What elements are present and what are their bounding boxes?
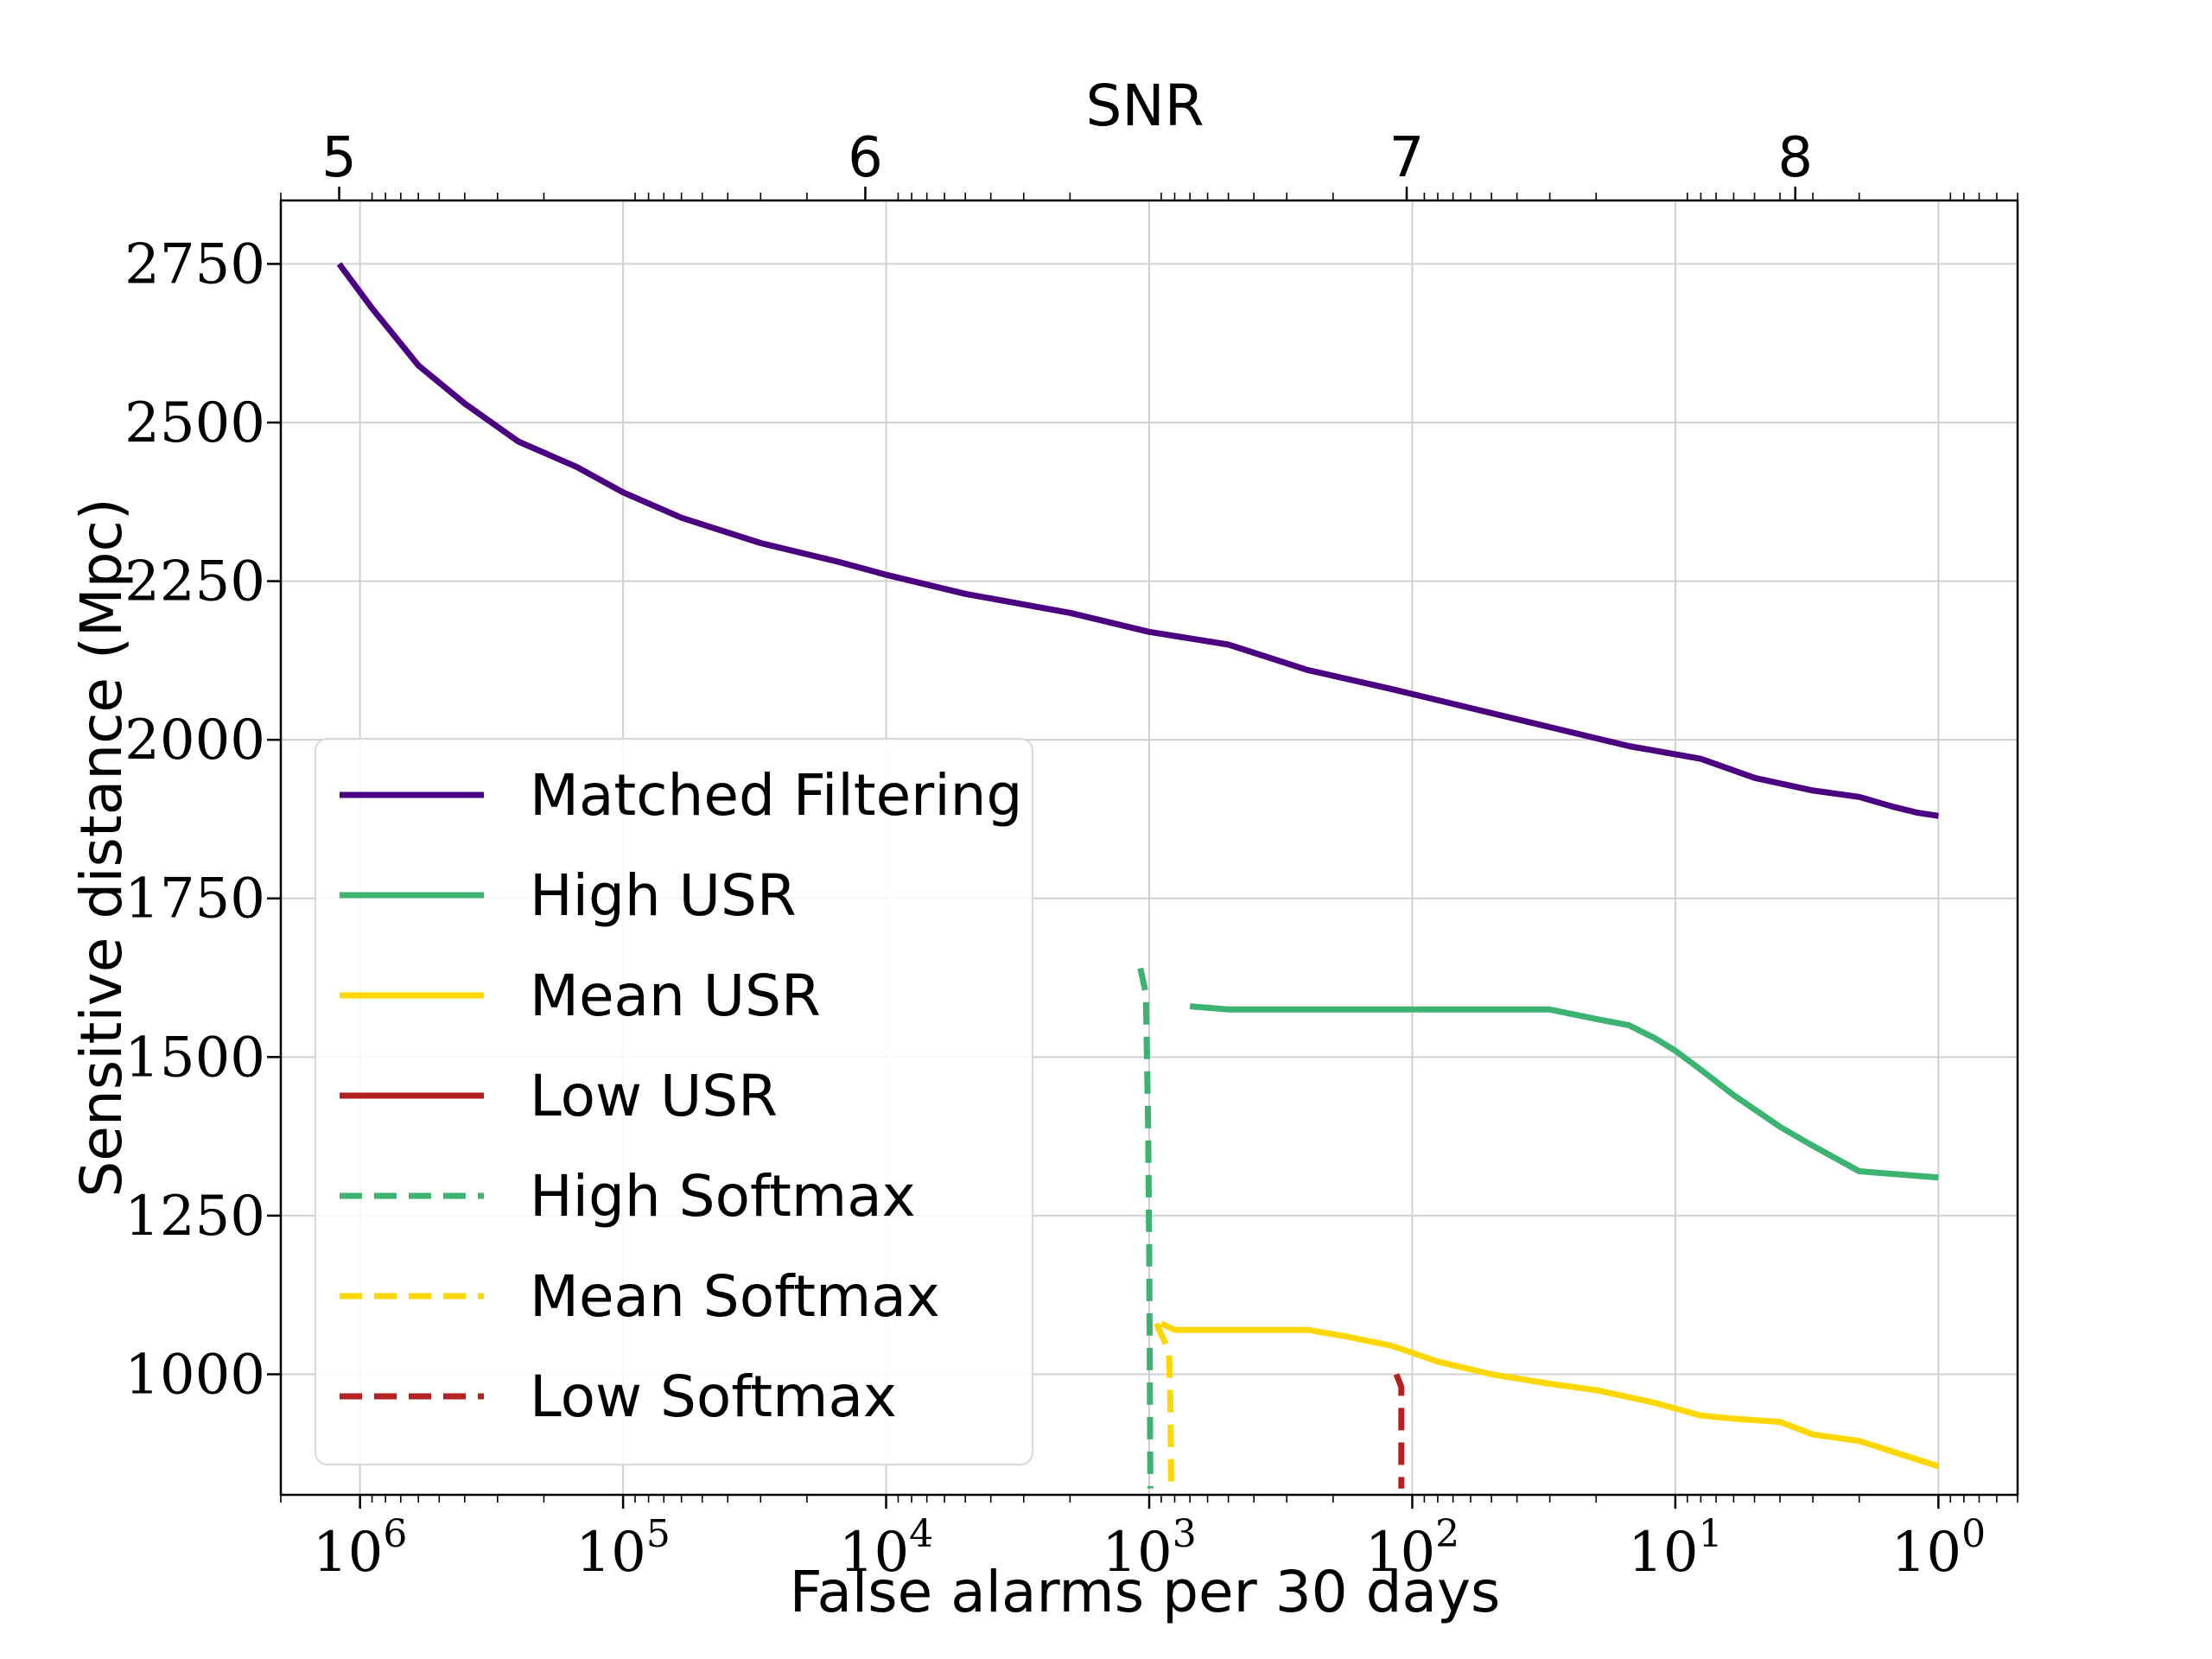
x-tick-label: 106 bbox=[313, 1512, 407, 1585]
plot-series bbox=[336, 262, 1940, 1489]
x-tick-label: 100 bbox=[1891, 1512, 1986, 1585]
legend-label: Mean Softmax bbox=[530, 1263, 940, 1330]
snr-tick-label: 7 bbox=[1389, 126, 1425, 190]
y-tick-label: 2750 bbox=[124, 232, 265, 296]
x-tick-label: 103 bbox=[1102, 1512, 1196, 1585]
series-line bbox=[336, 262, 1939, 819]
y-tick-label: 1750 bbox=[124, 868, 265, 931]
snr-axis-title: SNR bbox=[1085, 73, 1204, 139]
y-tick-label: 2250 bbox=[124, 550, 265, 614]
x-axis-title: False alarms per 30 days bbox=[790, 1559, 1501, 1625]
axis-ticks bbox=[267, 187, 2018, 1509]
series-line bbox=[1160, 1320, 1940, 1470]
series-line bbox=[1137, 967, 1154, 1489]
series-line bbox=[1154, 1322, 1174, 1489]
y-axis-title: Sensitive distance (Mpc) bbox=[68, 498, 135, 1197]
snr-tick-label: 8 bbox=[1777, 126, 1813, 190]
legend-label: Matched Filtering bbox=[530, 762, 1022, 829]
legend-label: Low USR bbox=[530, 1063, 778, 1129]
series-line bbox=[1393, 1373, 1405, 1489]
x-tick-label: 101 bbox=[1628, 1512, 1722, 1585]
snr-tick-label: 5 bbox=[321, 126, 357, 190]
series-line bbox=[1189, 1003, 1939, 1181]
y-tick-label: 2500 bbox=[124, 391, 265, 455]
y-tick-label: 1250 bbox=[124, 1185, 265, 1249]
x-tick-label: 105 bbox=[575, 1512, 670, 1585]
y-tick-label: 2000 bbox=[124, 709, 265, 772]
legend-label: Low Softmax bbox=[530, 1363, 897, 1430]
legend: Matched Filtering High USR Mean USR Low USR… bbox=[315, 738, 1033, 1465]
x-tick-label: 104 bbox=[839, 1512, 933, 1585]
y-tick-label: 1500 bbox=[124, 1026, 265, 1090]
legend-box bbox=[315, 738, 1033, 1465]
legend-label: Mean USR bbox=[530, 963, 821, 1029]
snr-tick-label: 6 bbox=[848, 126, 883, 190]
legend-label: High Softmax bbox=[530, 1163, 916, 1230]
legend-label: High USR bbox=[530, 862, 797, 929]
y-tick-label: 1000 bbox=[124, 1343, 265, 1407]
x-tick-label: 102 bbox=[1365, 1512, 1459, 1585]
tick-labels: 106 105 104 103 102 101 100 1000 1250 1500 1750 200… bbox=[124, 126, 1986, 1585]
